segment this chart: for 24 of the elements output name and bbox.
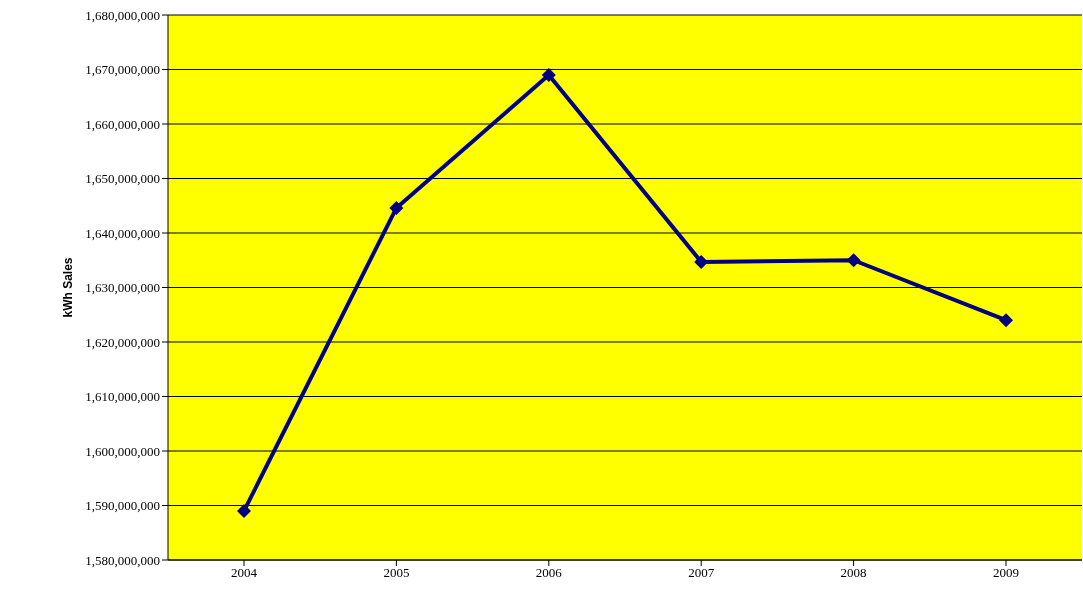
x-tick-label: 2007: [688, 565, 715, 581]
y-tick-label: 1,660,000,000: [85, 116, 160, 132]
y-tick-label: 1,640,000,000: [85, 225, 160, 241]
y-tick-label: 1,610,000,000: [85, 389, 160, 405]
point: [237, 503, 251, 518]
y-axis-title: kWh Sales: [61, 257, 76, 318]
y-tick-label: 1,670,000,000: [85, 62, 160, 78]
y-tick-label: 1,680,000,000: [85, 7, 160, 23]
y-tick-label: 1,650,000,000: [85, 171, 160, 187]
y-tick-label: 1,620,000,000: [85, 334, 160, 350]
x-tick-label: 2009: [993, 565, 1019, 581]
point: [389, 200, 404, 215]
point: [846, 253, 861, 268]
x-tick-label: 2008: [840, 565, 867, 581]
y-tick-label: 1,630,000,000: [85, 280, 160, 296]
point: [694, 254, 709, 269]
x-tick-label: 2004: [231, 565, 258, 581]
y-tick-label: 1,600,000,000: [85, 443, 160, 459]
x-tick-label: 2006: [535, 565, 563, 581]
y-tick-label: 1,590,000,000: [85, 498, 160, 514]
point: [999, 313, 1013, 328]
y-tick-label: 1,580,000,000: [85, 552, 160, 568]
point: [541, 67, 556, 82]
x-tick-label: 2005: [383, 565, 410, 581]
